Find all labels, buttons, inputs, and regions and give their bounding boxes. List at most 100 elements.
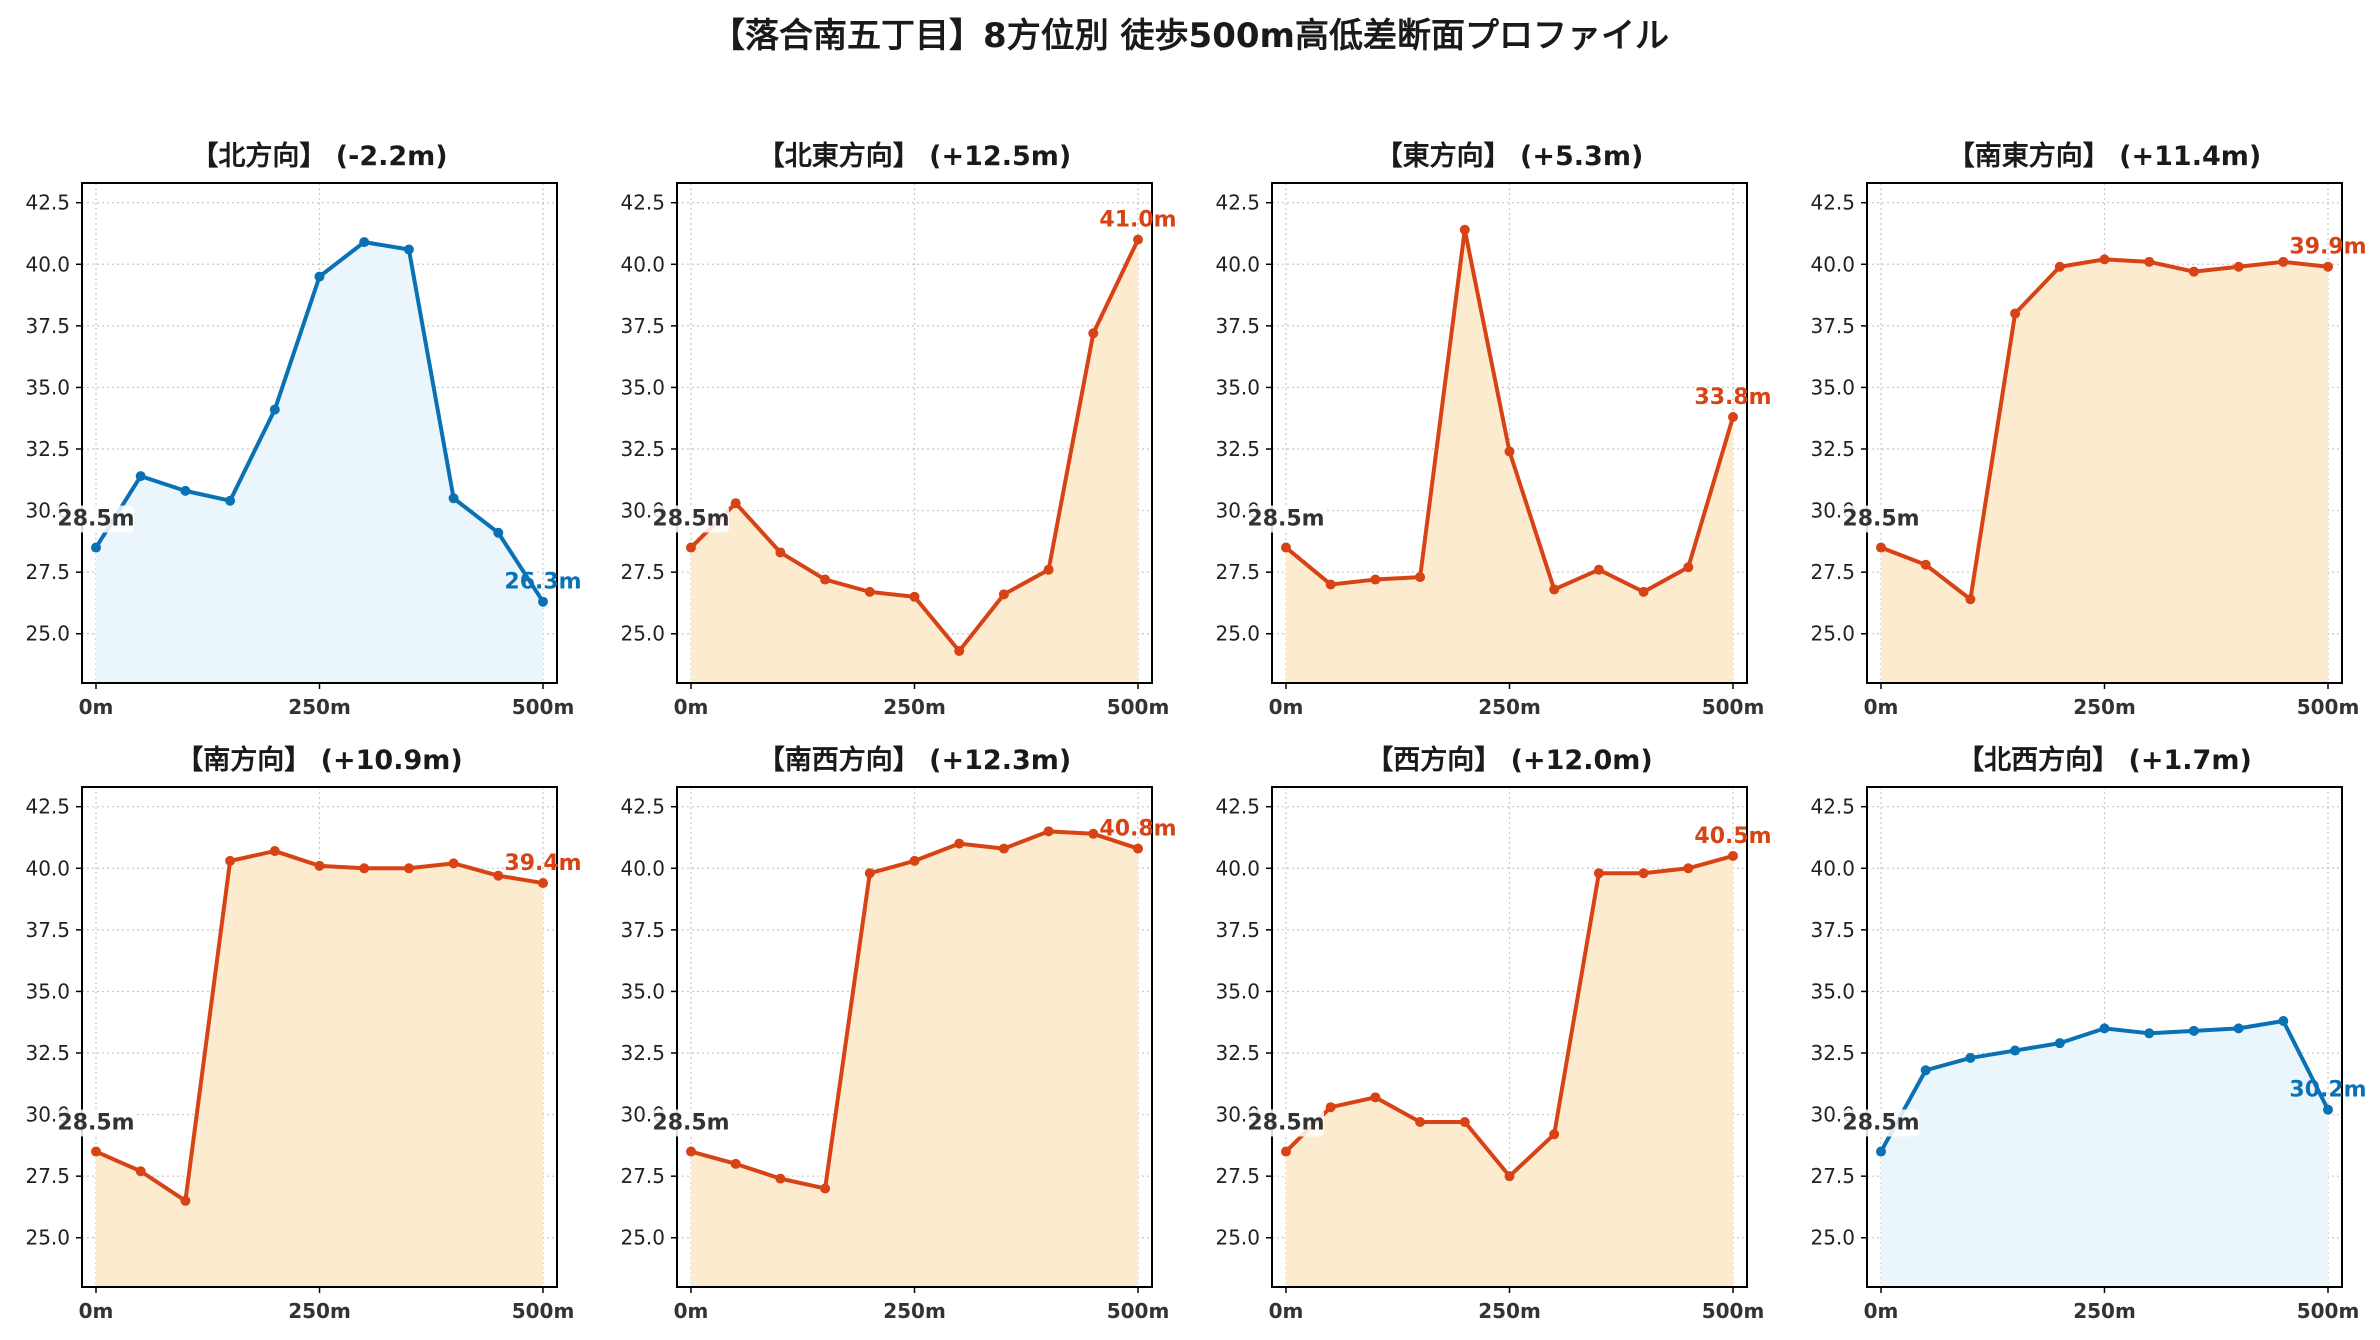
- end-label: 39.9m: [2289, 235, 2366, 260]
- start-label: 28.5m: [652, 507, 729, 532]
- data-point: [730, 1158, 741, 1169]
- data-point: [1876, 1146, 1886, 1157]
- y-tick-label: 32.5: [1215, 1041, 1260, 1065]
- data-point: [2054, 261, 2065, 272]
- y-tick-label: 40.0: [1810, 252, 1855, 276]
- y-tick-label: 32.5: [1810, 1041, 1855, 1065]
- end-label: 33.8m: [1694, 385, 1771, 410]
- data-point: [1504, 1171, 1515, 1182]
- y-tick-label: 35.0: [620, 375, 665, 399]
- y-tick-label: 40.0: [620, 252, 665, 276]
- x-tick-label: 250m: [883, 695, 946, 719]
- y-tick-label: 40.0: [25, 252, 70, 276]
- x-tick-label: 500m: [2297, 695, 2360, 719]
- y-tick-label: 27.5: [1810, 560, 1855, 584]
- x-tick-label: 0m: [79, 695, 114, 719]
- start-label-bg: [58, 505, 134, 533]
- data-point: [2099, 254, 2110, 265]
- data-point: [1281, 542, 1291, 553]
- x-tick-label: 250m: [288, 695, 351, 719]
- data-point: [1043, 826, 1054, 837]
- y-tick-label: 27.5: [620, 1164, 665, 1188]
- y-tick-label: 42.5: [620, 191, 665, 215]
- data-point: [2233, 1023, 2244, 1034]
- y-tick-label: 27.5: [1810, 1164, 1855, 1188]
- y-tick-label: 40.0: [1215, 856, 1260, 880]
- y-tick-label: 32.5: [620, 437, 665, 461]
- start-label-bg: [1843, 505, 1919, 533]
- x-tick-label: 0m: [79, 1299, 114, 1323]
- y-tick-label: 25.0: [1810, 622, 1855, 646]
- data-point: [403, 863, 414, 874]
- data-point: [954, 645, 965, 656]
- data-point: [314, 271, 325, 282]
- y-tick-label: 42.5: [1215, 795, 1260, 819]
- x-tick-label: 0m: [1269, 695, 1304, 719]
- x-tick-label: 500m: [2297, 1299, 2360, 1323]
- data-point: [909, 591, 920, 602]
- x-tick-label: 250m: [883, 1299, 946, 1323]
- data-point: [135, 1166, 146, 1177]
- data-point: [269, 404, 280, 415]
- y-tick-label: 37.5: [620, 314, 665, 338]
- y-tick-label: 35.0: [1215, 979, 1260, 1003]
- y-tick-label: 27.5: [25, 560, 70, 584]
- y-tick-label: 32.5: [25, 437, 70, 461]
- y-tick-label: 40.0: [1810, 856, 1855, 880]
- data-point: [775, 547, 786, 558]
- data-point: [1088, 328, 1099, 339]
- data-point: [359, 237, 370, 248]
- data-point: [775, 1173, 786, 1184]
- data-point: [686, 1146, 696, 1157]
- data-point: [2278, 1015, 2289, 1026]
- data-point: [180, 1195, 191, 1206]
- y-tick-label: 25.0: [1215, 622, 1260, 646]
- subplot: 【北西方向】 (+1.7m)25.027.530.032.535.037.540…: [1810, 744, 2366, 1323]
- y-tick-label: 42.5: [1215, 191, 1260, 215]
- data-point: [820, 1183, 831, 1194]
- start-label: 28.5m: [1247, 1111, 1324, 1136]
- x-tick-label: 500m: [1107, 1299, 1170, 1323]
- area-fill: [691, 831, 1138, 1287]
- data-point: [493, 870, 504, 881]
- subplot: 【南西方向】 (+12.3m)25.027.530.032.535.037.54…: [620, 744, 1176, 1323]
- data-point: [91, 1146, 101, 1157]
- y-tick-label: 42.5: [25, 191, 70, 215]
- subplot: 【南方向】 (+10.9m)25.027.530.032.535.037.540…: [25, 744, 581, 1323]
- y-tick-label: 40.0: [620, 856, 665, 880]
- y-tick-label: 37.5: [25, 314, 70, 338]
- y-tick-label: 40.0: [1215, 252, 1260, 276]
- data-point: [2188, 266, 2199, 277]
- start-label-bg: [653, 1109, 729, 1137]
- data-point: [448, 858, 459, 869]
- subplot: 【北方向】 (-2.2m)25.027.530.032.535.037.540.…: [25, 140, 581, 719]
- x-tick-label: 0m: [1864, 1299, 1899, 1323]
- data-point: [1920, 559, 1931, 570]
- figure-title: 【落合南五丁目】8方位別 徒歩500m高低差断面プロファイル: [711, 16, 1669, 56]
- data-point: [1043, 564, 1054, 575]
- data-point: [1415, 1116, 1426, 1127]
- x-tick-label: 500m: [512, 1299, 575, 1323]
- subplot-title: 【南西方向】 (+12.3m): [758, 744, 1071, 776]
- x-tick-label: 500m: [512, 695, 575, 719]
- data-point: [1415, 572, 1426, 583]
- data-point: [1593, 868, 1604, 879]
- data-point: [1459, 1116, 1470, 1127]
- y-tick-label: 25.0: [620, 622, 665, 646]
- y-tick-label: 25.0: [1215, 1226, 1260, 1250]
- y-tick-label: 37.5: [1810, 314, 1855, 338]
- x-tick-label: 0m: [1269, 1299, 1304, 1323]
- data-point: [909, 855, 920, 866]
- data-point: [493, 527, 504, 538]
- subplot-title: 【北西方向】 (+1.7m): [1957, 744, 2252, 776]
- data-point: [1549, 1129, 1560, 1140]
- data-point: [1370, 1092, 1381, 1103]
- y-tick-label: 27.5: [620, 560, 665, 584]
- y-tick-label: 37.5: [1215, 314, 1260, 338]
- y-tick-label: 42.5: [1810, 191, 1855, 215]
- subplot: 【西方向】 (+12.0m)25.027.530.032.535.037.540…: [1215, 744, 1771, 1323]
- y-tick-label: 35.0: [620, 979, 665, 1003]
- data-point: [91, 542, 101, 553]
- end-label: 30.2m: [2289, 1078, 2366, 1103]
- data-point: [1088, 828, 1099, 839]
